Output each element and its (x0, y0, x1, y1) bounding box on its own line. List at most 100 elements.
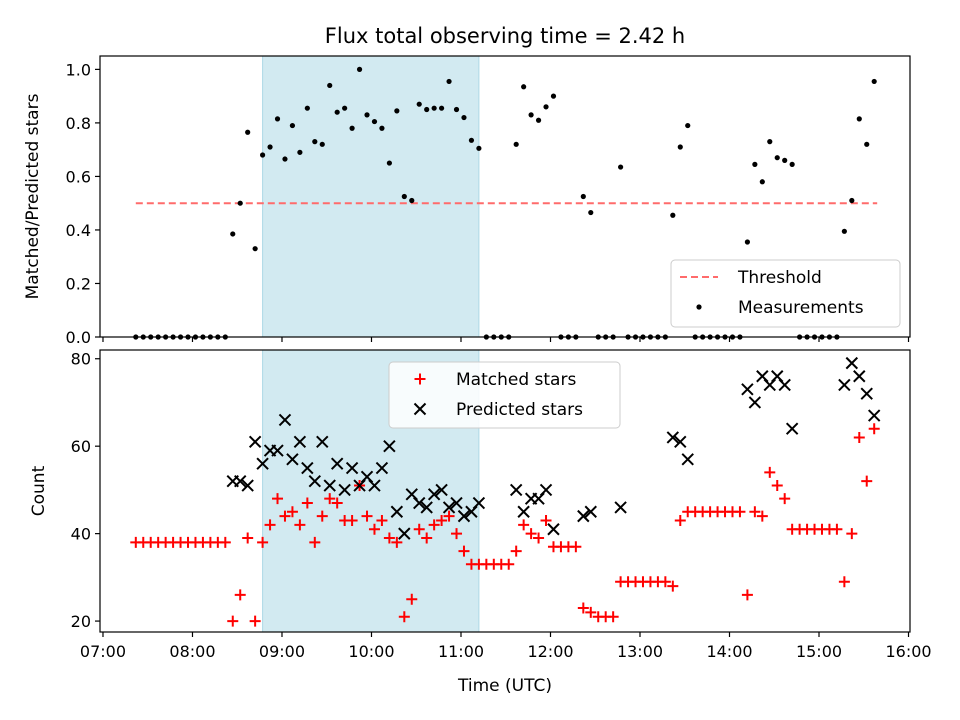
measurement-point (304, 105, 310, 111)
measurement-point (252, 246, 258, 252)
predicted-star-point (838, 378, 851, 392)
matched-star-point (227, 615, 239, 627)
legend-threshold-label: Threshold (737, 268, 822, 288)
measurement-point (282, 156, 288, 162)
y-tick-label: 0.0 (66, 328, 91, 347)
matched-star-point (734, 506, 746, 518)
measurement-point (409, 197, 415, 204)
matched-star-point (279, 510, 291, 522)
measurement-point (401, 193, 407, 200)
legend-matched-swatch (414, 373, 426, 385)
matched-star-point (406, 593, 418, 605)
predicted-star-point (674, 435, 687, 449)
legend-predicted-swatch (413, 402, 427, 416)
matched-star-point (779, 493, 791, 505)
matched-star-point (853, 431, 865, 443)
measurement-point (394, 108, 400, 114)
measurement-point (871, 78, 877, 85)
measurement-point (259, 152, 266, 158)
predicted-star-point (413, 496, 426, 510)
predicted-star-point (547, 523, 560, 536)
predicted-star-point (301, 461, 314, 475)
predicted-star-point (577, 509, 590, 523)
x-tick-label: 07:00 (80, 642, 126, 661)
matched-star-point (376, 515, 388, 527)
legend-measurements-label: Measurements (738, 298, 864, 318)
measurement-point (245, 129, 251, 135)
y-tick-label: 80 (71, 350, 91, 369)
matched-star-point (868, 423, 880, 435)
x-tick-label: 08:00 (169, 642, 215, 661)
x-tick-label: 16:00 (885, 642, 931, 661)
measurement-point (543, 104, 549, 110)
predicted-star-point (457, 509, 471, 523)
predicted-star-point (390, 505, 404, 518)
predicted-star-point (256, 457, 269, 470)
matched-star-point (510, 545, 522, 557)
y-tick-label: 0.4 (66, 221, 91, 240)
predicted-star-point (286, 453, 299, 466)
measurement-point (521, 84, 527, 90)
x-tick-label: 14:00 (706, 642, 752, 661)
shade-rect (262, 55, 480, 338)
matched-star-point (242, 532, 254, 544)
measurement-point (864, 141, 870, 147)
predicted-star-point (435, 483, 448, 497)
ratio-panel-frame (99, 55, 911, 338)
matched-star-point (861, 475, 873, 487)
predicted-star-point (785, 422, 799, 435)
measurement-point (237, 200, 243, 206)
matched-star-point (219, 536, 231, 548)
measurement-point (364, 112, 370, 118)
predicted-star-point (472, 496, 486, 510)
predicted-star-point (271, 444, 284, 457)
x-tick-label: 12:00 (527, 642, 573, 661)
matched-star-point (577, 602, 589, 614)
measurement-point (752, 161, 758, 167)
matched-star-point (428, 519, 440, 531)
y-tick-label: 0.2 (66, 274, 91, 293)
measurement-point (782, 157, 788, 163)
predicted-star-point (383, 439, 396, 453)
predicted-star-point (666, 431, 680, 444)
predicted-star-point (584, 505, 597, 518)
matched-star-point (249, 615, 261, 627)
measurement-point (580, 193, 586, 200)
legend-matched-label: Matched stars (456, 370, 576, 390)
count-panel-x-ticks: 07:00 08:00 09:00 10:00 11:00 12:00 13:00 14:00… (80, 632, 932, 661)
matched-star-point (764, 466, 776, 478)
measurement-point (327, 82, 333, 89)
predicted-star-point (420, 501, 433, 514)
measurement-point (416, 101, 422, 107)
y-tick-label: 0.6 (66, 167, 91, 186)
x-tick-label: 09:00 (259, 642, 305, 661)
predicted-star-point (539, 483, 553, 497)
count-panel-y-ticks: 20 40 60 80 (71, 350, 100, 631)
matched-star-point (756, 510, 768, 522)
y-tick-label: 60 (71, 437, 91, 456)
predicted-star-point (509, 483, 523, 497)
matched-star-point (272, 493, 284, 505)
predicted-star-point (368, 479, 381, 492)
matched-star-point (286, 506, 298, 518)
predicted-star-point (614, 501, 627, 514)
predicted-star-point (338, 483, 351, 497)
count-panel: 07:00 08:00 09:00 10:00 11:00 12:00 13:00 14:00… (29, 349, 932, 696)
predicted-star-point (860, 387, 873, 400)
predicted-star-point (278, 413, 292, 427)
count-panel-y-label: Count (29, 465, 49, 516)
measurement-point (371, 118, 378, 125)
predicted-star-point (681, 453, 694, 466)
measurement-point (274, 116, 281, 122)
matched-star-point (503, 558, 515, 570)
measurement-point (841, 228, 847, 234)
measurement-point (744, 239, 751, 245)
measurement-point (550, 93, 557, 99)
chart-title: Flux total observing time = 2.42 h (325, 24, 685, 48)
matched-star-point (518, 519, 530, 531)
ratio-panel-legend: Threshold Measurements (670, 259, 901, 328)
matched-star-point (741, 589, 753, 601)
matched-star-point (540, 515, 552, 527)
measurement-point (312, 139, 318, 145)
matched-star-point (316, 510, 328, 522)
